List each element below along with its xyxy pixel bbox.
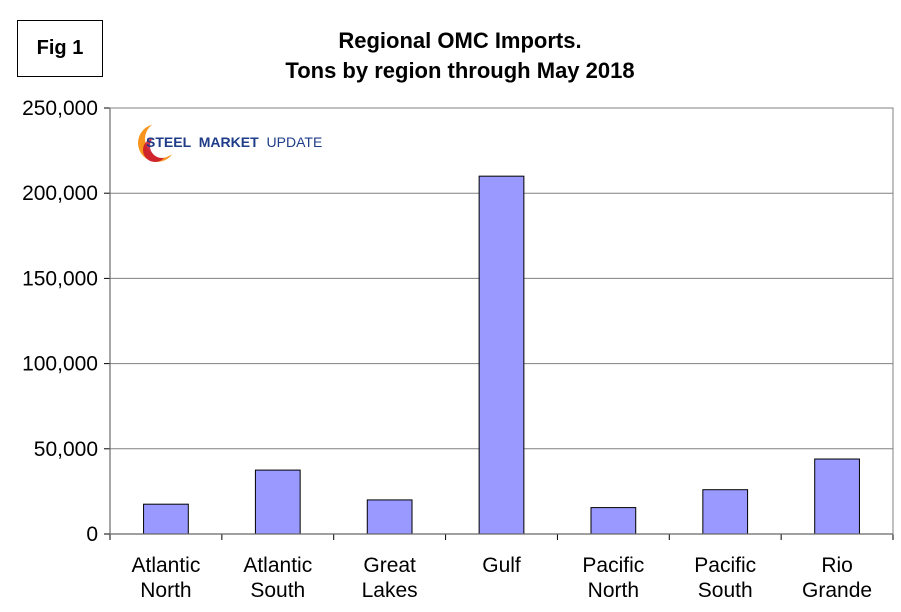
y-tick-label: 100,000 — [22, 353, 98, 376]
x-tick-label: South — [250, 579, 305, 602]
x-tick-label: South — [698, 579, 753, 602]
x-tick-label: Grande — [802, 579, 872, 602]
steel-market-update-logo: STEEL MARKET UPDATE — [138, 121, 322, 162]
x-tick-label: Lakes — [362, 579, 418, 602]
x-tick-label: Great — [363, 554, 416, 577]
y-axis-ticks: 0 50,000 100,000 150,000 200,000 250,000 — [22, 97, 111, 546]
y-tick-label: 50,000 — [34, 438, 98, 461]
figure-label: Fig 1 — [17, 20, 103, 77]
bar — [366, 499, 413, 535]
x-tick-label: Gulf — [482, 554, 521, 577]
chart-title-line2: Tons by region through May 2018 — [285, 58, 635, 83]
bar — [814, 458, 860, 535]
bar — [254, 469, 301, 535]
y-tick-label: 250,000 — [22, 97, 98, 120]
x-tick-label: Pacific — [694, 554, 756, 577]
x-axis-labels: AtlanticNorthAtlanticSouthGreatLakesGulf… — [109, 533, 894, 602]
y-tick-label: 0 — [86, 523, 98, 546]
x-tick-label: North — [140, 579, 191, 602]
x-tick-label: Atlantic — [131, 554, 200, 577]
x-tick-label: Atlantic — [243, 554, 312, 577]
bar — [702, 489, 749, 535]
logo-word-update: UPDATE — [267, 134, 323, 150]
x-tick-label: Rio — [821, 554, 853, 577]
x-tick-label: Pacific — [582, 554, 644, 577]
bar — [478, 175, 525, 535]
y-tick-label: 200,000 — [22, 182, 98, 205]
bar — [590, 507, 637, 535]
x-tick-label: North — [588, 579, 639, 602]
bars — [143, 175, 860, 535]
y-tick-label: 150,000 — [22, 267, 98, 290]
logo-word-market: MARKET — [199, 134, 259, 150]
chart-title-line1: Regional OMC Imports. — [338, 28, 582, 53]
plot-area-frame — [109, 107, 894, 535]
logo-word-steel: STEEL — [146, 134, 192, 150]
svg-text:STEEL MARKET UPDAT: STEEL MARKET UPDATE — [146, 134, 322, 150]
bar — [143, 503, 189, 535]
